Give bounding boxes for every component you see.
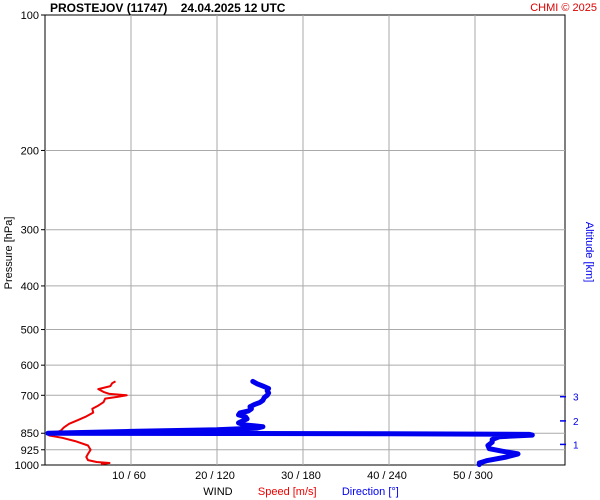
y-tick-label: 300 [21,225,39,237]
chart-credit: CHMI © 2025 [530,2,597,14]
x-tick-label: 20 / 120 [195,470,235,482]
altitude-tick-label: 3 [573,393,579,404]
x-tick-label: 50 / 300 [453,470,493,482]
x-tick-label: 10 / 60 [112,470,146,482]
x-axis-label-direction: Direction [°] [342,486,399,498]
chart-title: PROSTEJOV (11747) 24.04.2025 12 UTC [50,1,286,15]
y-tick-label: 1000 [15,460,39,472]
plot-area [44,14,566,466]
y-tick-label: 850 [21,428,39,440]
altitude-tick-label: 2 [573,417,579,428]
x-axis-label: WIND Speed [m/s] Direction [°] [188,486,408,498]
altitude-tick-label: 1 [573,440,579,451]
y-tick-label: 600 [21,360,39,372]
y-tick-label: 200 [21,145,39,157]
x-axis-label-speed: Speed [m/s] [258,486,317,498]
tick-labels: 100 200 300 400 500 600 700 850 925 1000 10 / 60 20… [15,10,579,482]
direction-series-line [45,378,535,468]
speed-series-line [46,380,128,465]
x-axis-label-wind: WIND [203,486,232,498]
y-axis-label-right: Altitude [km] [583,222,595,283]
y-tick-label: 925 [21,445,39,457]
y-tick-label: 500 [21,325,39,337]
grid-layer [45,15,565,465]
y-tick-label: 100 [21,10,39,22]
x-tick-label: 40 / 240 [367,470,407,482]
y-tick-label: 700 [21,390,39,402]
x-tick-label: 30 / 180 [281,470,321,482]
series-layer [45,378,535,468]
y-axis-label: Pressure [hPa] [3,217,15,290]
y-tick-label: 400 [21,281,39,293]
